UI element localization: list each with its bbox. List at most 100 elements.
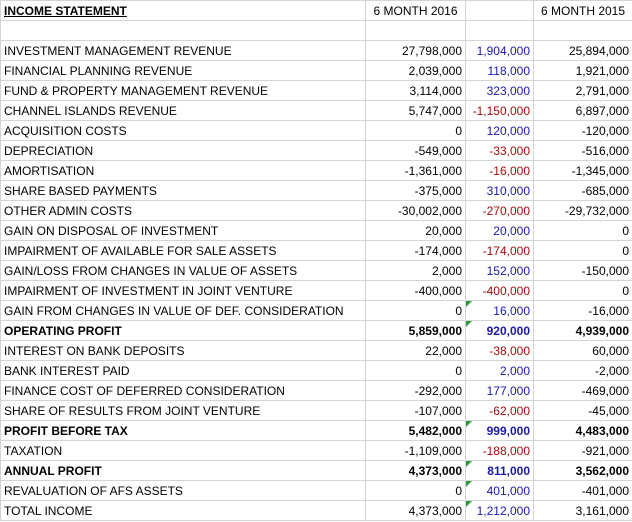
row: ACQUISITION COSTS 0 120,000 -120,000 xyxy=(0,120,632,141)
value-cell: 0 xyxy=(365,480,466,501)
row-label: ACQUISITION COSTS xyxy=(0,120,366,141)
value-cell: 20,000 xyxy=(465,220,534,241)
value-cell: 5,482,000 xyxy=(365,420,466,441)
cell-indicator xyxy=(466,321,472,327)
value-cell: -2,000 xyxy=(533,360,632,381)
value-cell: 323,000 xyxy=(465,80,534,101)
value-cell: 152,000 xyxy=(465,260,534,281)
row: INTEREST ON BANK DEPOSITS 22,000 -38,000 60… xyxy=(0,340,632,361)
row: ANNUAL PROFIT 4,373,000 811,000 3,562,000 xyxy=(0,460,632,481)
value-cell: 177,000 xyxy=(465,380,534,401)
row-label: BANK INTEREST PAID xyxy=(0,360,366,381)
value-cell: 4,373,000 xyxy=(365,500,466,521)
row-label: TAXATION xyxy=(0,440,366,461)
value-cell: 6,897,000 xyxy=(533,100,632,121)
value-cell: 1,212,000 xyxy=(465,500,534,521)
value-cell: -120,000 xyxy=(533,120,632,141)
row-label: ANNUAL PROFIT xyxy=(0,460,366,481)
header-cell: INCOME STATEMENT xyxy=(0,0,366,21)
value-cell: -38,000 xyxy=(465,340,534,361)
value-cell: 4,939,000 xyxy=(533,320,632,341)
row: REVALUATION OF AFS ASSETS 0 401,000 -401,00… xyxy=(0,480,632,501)
row: OPERATING PROFIT 5,859,000 920,000 4,939,00… xyxy=(0,320,632,341)
cell-indicator xyxy=(466,301,472,307)
row-label: FUND & PROPERTY MANAGEMENT REVENUE xyxy=(0,80,366,101)
row-label: IMPAIRMENT OF INVESTMENT IN JOINT VENTUR… xyxy=(0,280,366,301)
value-cell: 0 xyxy=(365,360,466,381)
value-cell: -30,002,000 xyxy=(365,200,466,221)
value-cell: 5,747,000 xyxy=(365,100,466,121)
row: FUND & PROPERTY MANAGEMENT REVENUE 3,114,… xyxy=(0,80,632,101)
value-cell: -401,000 xyxy=(533,480,632,501)
value-cell: -549,000 xyxy=(365,140,466,161)
row-label: SHARE BASED PAYMENTS xyxy=(0,180,366,201)
row: SHARE OF RESULTS FROM JOINT VENTURE -107,… xyxy=(0,400,632,421)
row-label: DEPRECIATION xyxy=(0,140,366,161)
row: INVESTMENT MANAGEMENT REVENUE 27,798,000 1… xyxy=(0,40,632,61)
row-label: TOTAL INCOME xyxy=(0,500,366,521)
cell-indicator xyxy=(466,461,472,467)
value-cell: -1,345,000 xyxy=(533,160,632,181)
row: BANK INTEREST PAID 0 2,000 -2,000 xyxy=(0,360,632,381)
value-cell: -16,000 xyxy=(465,160,534,181)
value-cell: -1,109,000 xyxy=(365,440,466,461)
value-cell: -375,000 xyxy=(365,180,466,201)
value-cell: 0 xyxy=(533,240,632,261)
row: IMPAIRMENT OF AVAILABLE FOR SALE ASSETS -… xyxy=(0,240,632,261)
header-cell xyxy=(465,0,534,21)
row: DEPRECIATION -549,000 -33,000 -516,000 xyxy=(0,140,632,161)
value-cell: 25,894,000 xyxy=(533,40,632,61)
row-label: GAIN ON DISPOSAL OF INVESTMENT xyxy=(0,220,366,241)
value-cell: 3,562,000 xyxy=(533,460,632,481)
row: FINANCIAL PLANNING REVENUE 2,039,000 118,0… xyxy=(0,60,632,81)
row-label: AMORTISATION xyxy=(0,160,366,181)
value-cell: -174,000 xyxy=(365,240,466,261)
value-cell: 4,373,000 xyxy=(365,460,466,481)
header-row: INCOME STATEMENT 6 MONTH 2016 6 MONTH 20… xyxy=(0,0,632,21)
value-cell: -685,000 xyxy=(533,180,632,201)
value-cell: 811,000 xyxy=(465,460,534,481)
value-cell: -1,361,000 xyxy=(365,160,466,181)
value-cell: 0 xyxy=(365,120,466,141)
row-label: IMPAIRMENT OF AVAILABLE FOR SALE ASSETS xyxy=(0,240,366,261)
row: FINANCE COST OF DEFERRED CONSIDERATION -2… xyxy=(0,380,632,401)
row-label: REVALUATION OF AFS ASSETS xyxy=(0,480,366,501)
value-cell: 1,921,000 xyxy=(533,60,632,81)
value-cell: 4,483,000 xyxy=(533,420,632,441)
value-cell: -469,000 xyxy=(533,380,632,401)
value-cell: 0 xyxy=(365,300,466,321)
value-cell: -292,000 xyxy=(365,380,466,401)
row-label: PROFIT BEFORE TAX xyxy=(0,420,366,441)
value-cell: -400,000 xyxy=(365,280,466,301)
value-cell: -16,000 xyxy=(533,300,632,321)
header-cell: 6 MONTH 2016 xyxy=(365,0,466,21)
value-cell: 0 xyxy=(533,280,632,301)
row-label: INVESTMENT MANAGEMENT REVENUE xyxy=(0,40,366,61)
value-cell: 27,798,000 xyxy=(365,40,466,61)
value-cell: -45,000 xyxy=(533,400,632,421)
row-label: GAIN/LOSS FROM CHANGES IN VALUE OF ASSET… xyxy=(0,260,366,281)
value-cell: -270,000 xyxy=(465,200,534,221)
value-cell: -150,000 xyxy=(533,260,632,281)
value-cell: 999,000 xyxy=(465,420,534,441)
row-label: OTHER ADMIN COSTS xyxy=(0,200,366,221)
row-label: CHANNEL ISLANDS REVENUE xyxy=(0,100,366,121)
row: GAIN/LOSS FROM CHANGES IN VALUE OF ASSET… xyxy=(0,260,632,281)
row: PROFIT BEFORE TAX 5,482,000 999,000 4,483,0… xyxy=(0,420,632,441)
value-cell: -62,000 xyxy=(465,400,534,421)
value-cell: 22,000 xyxy=(365,340,466,361)
value-cell: -921,000 xyxy=(533,440,632,461)
row-label: SHARE OF RESULTS FROM JOINT VENTURE xyxy=(0,400,366,421)
blank-row xyxy=(0,20,632,41)
cell-indicator xyxy=(466,481,472,487)
value-cell: 0 xyxy=(533,220,632,241)
row-label: OPERATING PROFIT xyxy=(0,320,366,341)
row-label: GAIN FROM CHANGES IN VALUE OF DEF. CONSI… xyxy=(0,300,366,321)
value-cell: 3,114,000 xyxy=(365,80,466,101)
value-cell: 401,000 xyxy=(465,480,534,501)
header-cell: 6 MONTH 2015 xyxy=(533,0,632,21)
value-cell: 3,161,000 xyxy=(533,500,632,521)
value-cell: 2,000 xyxy=(365,260,466,281)
